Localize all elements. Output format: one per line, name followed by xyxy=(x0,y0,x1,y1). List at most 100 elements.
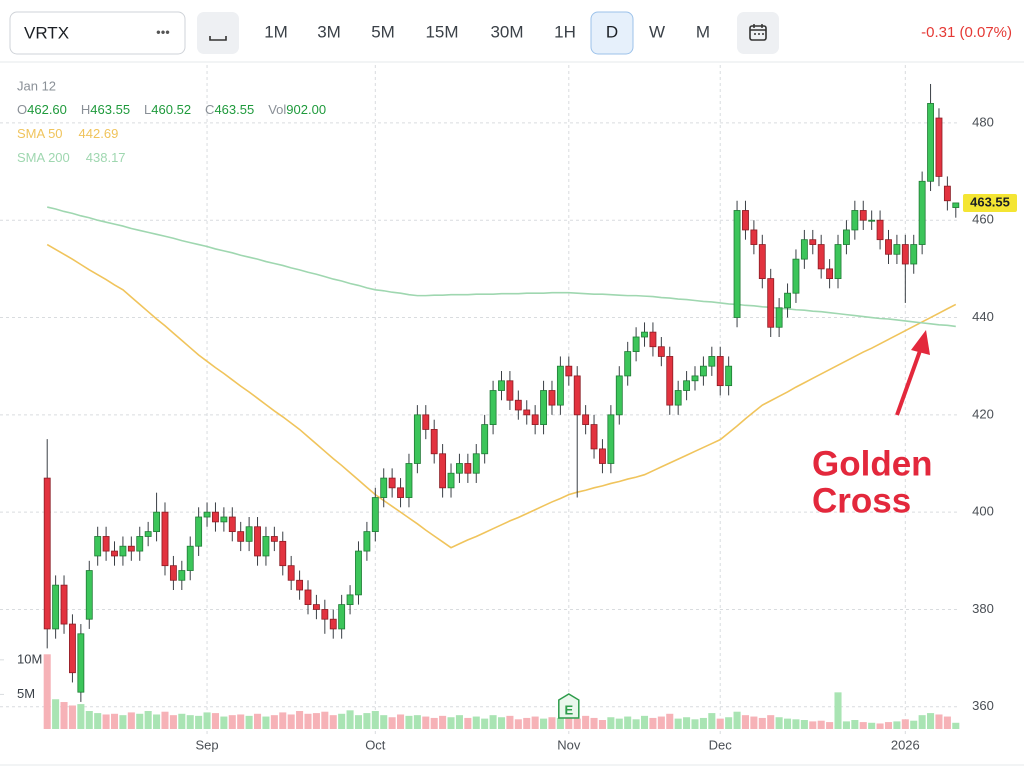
candle-body xyxy=(355,550,362,596)
interval-button[interactable]: M xyxy=(696,22,710,41)
volume-bar xyxy=(169,715,177,729)
volume-bar xyxy=(725,717,733,729)
sma-legend: SMA 200 438.17 xyxy=(17,150,126,165)
candle-body xyxy=(784,292,791,309)
candle-body xyxy=(262,536,270,557)
ohlc-key: H xyxy=(81,102,90,117)
volume-bar xyxy=(497,717,506,729)
candle-body xyxy=(556,365,564,406)
volume-tick-label: 5M xyxy=(17,686,35,701)
ohlc-key: C xyxy=(205,102,214,117)
volume-bar xyxy=(834,692,842,729)
volume-bar xyxy=(52,699,60,729)
symbol-box[interactable] xyxy=(9,11,186,55)
volume-bar xyxy=(573,718,581,729)
volume-bar xyxy=(110,713,119,729)
volume-bar xyxy=(531,716,539,729)
more-button[interactable]: ••• xyxy=(156,24,170,39)
volume-bar xyxy=(464,717,472,729)
interval-button[interactable]: 3M xyxy=(317,22,341,41)
volume-bar xyxy=(489,715,497,729)
candle-body xyxy=(363,531,371,552)
ohlc-value: 460.52 xyxy=(151,102,191,117)
volume-bar xyxy=(329,715,337,729)
volume-bar xyxy=(203,712,211,729)
candle-body xyxy=(809,239,817,245)
interval-button[interactable]: 30M xyxy=(490,22,523,41)
volume-bar xyxy=(708,713,716,729)
candle-body xyxy=(548,390,556,406)
volume-bar xyxy=(750,716,758,729)
candle-body xyxy=(178,570,186,581)
candle-body xyxy=(842,229,850,245)
volume-bar xyxy=(380,715,388,729)
volume-bar xyxy=(153,714,161,729)
sma-line xyxy=(46,243,957,549)
y-tick-label: 380 xyxy=(972,601,994,616)
interval-button[interactable]: 5M xyxy=(371,22,395,41)
volume-bar xyxy=(649,717,657,729)
interval-button[interactable]: D xyxy=(606,22,618,41)
candle-body xyxy=(439,453,447,489)
candle-body xyxy=(910,244,918,265)
volume-bar xyxy=(237,714,245,729)
ohlc-legend: O462.60 H463.55 L460.52 C463.55 Vol902.00 xyxy=(17,102,326,117)
chart-type-button[interactable] xyxy=(197,12,239,54)
price-change: -0.31 (0.07%) xyxy=(921,24,1012,41)
volume-bar xyxy=(439,715,447,729)
volume-bar xyxy=(85,711,93,729)
volume-bar xyxy=(455,715,463,729)
interval-button[interactable]: 1H xyxy=(554,22,576,41)
x-tick-label: 2026 xyxy=(891,737,920,752)
volume-bar xyxy=(632,719,640,729)
ohlc-key: O xyxy=(17,102,27,117)
calendar-button[interactable] xyxy=(737,12,779,54)
candle-body xyxy=(321,609,329,620)
x-tick-label: Dec xyxy=(709,737,733,752)
volume-bar xyxy=(657,716,665,729)
header-date: Jan 12 xyxy=(17,78,56,93)
volume-bar xyxy=(800,720,808,729)
volume-bar xyxy=(413,715,421,729)
event-marker-label: E xyxy=(564,702,573,717)
volume-bar xyxy=(481,718,489,729)
candle-body xyxy=(943,185,951,202)
annotation-text: Cross xyxy=(812,481,911,520)
volume-bar xyxy=(640,715,649,729)
volume-bar xyxy=(683,717,691,729)
annotation-text: Golden xyxy=(812,444,933,483)
volume-bar xyxy=(245,715,253,729)
volume-bar xyxy=(43,654,51,729)
ohlc-key: Vol xyxy=(268,102,286,117)
candle-body xyxy=(615,375,623,416)
candle-body xyxy=(792,258,800,294)
candle-body xyxy=(742,210,749,231)
volume-bar xyxy=(119,715,127,729)
candle-body xyxy=(456,463,463,474)
candle-body xyxy=(599,448,606,464)
volume-bar xyxy=(548,717,556,729)
candle-body xyxy=(935,117,943,177)
candle-body xyxy=(447,472,455,489)
volume-bar xyxy=(102,714,110,729)
candle-body xyxy=(212,511,219,523)
candle-body xyxy=(85,570,93,620)
volume-bar xyxy=(767,715,775,729)
volume-bar xyxy=(211,713,219,729)
interval-button[interactable]: 15M xyxy=(425,22,458,41)
volume-bar xyxy=(733,711,741,729)
volume-bar xyxy=(826,722,834,729)
candle-body xyxy=(901,244,909,265)
candle-body xyxy=(144,531,152,537)
candle-body xyxy=(758,244,766,280)
candle-body xyxy=(119,545,127,557)
plot: 360 380 400 420 440 460 480 Sep Oct Nov Dec 2026 5M 1… xyxy=(0,65,1017,752)
symbol: VRTX xyxy=(24,23,69,42)
candle-body xyxy=(573,375,581,416)
interval-button[interactable]: W xyxy=(649,22,665,41)
candle-body xyxy=(876,219,884,241)
interval-button[interactable]: 1M xyxy=(264,22,288,41)
candle-body xyxy=(624,351,632,377)
volume-bar xyxy=(338,713,346,729)
candle-body xyxy=(800,239,808,260)
